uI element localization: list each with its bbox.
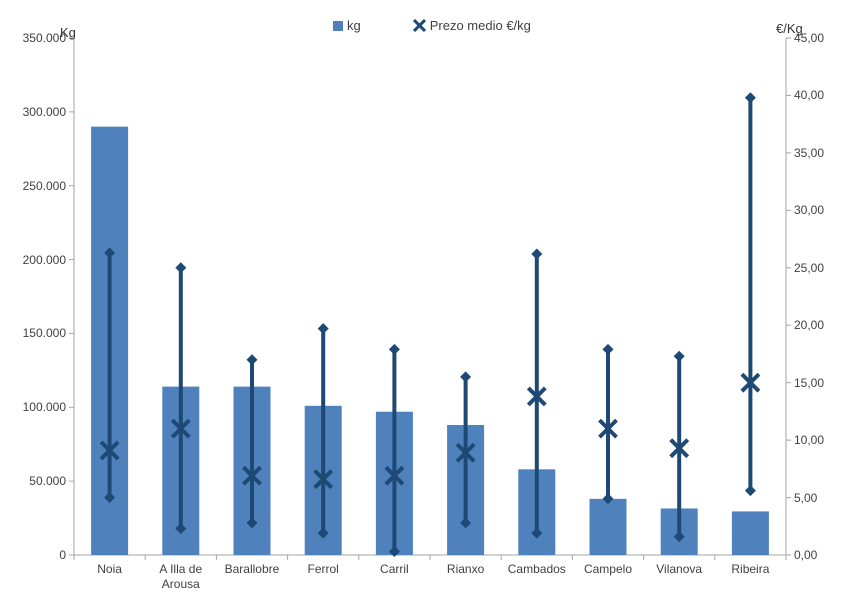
high-diamond-marker [246,354,258,366]
low-diamond-marker [602,493,614,505]
avg-x-marker [170,418,191,439]
high-diamond-marker [175,262,187,274]
low-diamond-marker [531,527,543,539]
low-diamond-marker [388,546,400,558]
x-marker-icon [412,19,426,32]
low-diamond-marker [317,527,329,539]
right-axis-title: €/Kg [776,21,803,36]
y-left-tick-label: 150.000 [22,326,66,341]
avg-x-marker [598,418,618,439]
x-category-label: Ribeira [731,562,770,576]
y-right-tick-label: 5,00 [794,490,818,505]
kg-bar [589,498,627,555]
high-diamond-marker [317,323,329,335]
y-right-tick-label: 45,00 [794,31,825,45]
y-left-tick-label: 350.000 [22,31,66,45]
legend-label-kg: kg [347,18,361,33]
y-left-tick-label: 100.000 [22,400,66,415]
x-category-label: Cambados [507,562,566,576]
low-diamond-marker [673,531,685,543]
x-category-label: Barallobre [224,562,280,576]
y-right-tick-label: 15,00 [794,375,825,390]
high-diamond-marker [460,371,472,383]
y-right-tick-label: 20,00 [794,318,825,333]
avg-x-marker [740,372,761,393]
legend-label-prezo-medio: Prezo medio €/kg [429,18,531,33]
avg-x-marker [242,465,262,486]
x-category-label: Noia [97,562,122,576]
y-left-tick-label: 200.000 [22,252,66,267]
avg-x-marker [99,440,120,461]
high-diamond-marker [744,92,756,104]
left-axis-title: Kg [60,25,76,40]
x-category-label: Vilanova [656,562,703,576]
avg-x-marker [455,442,476,463]
low-diamond-marker [104,492,116,504]
x-category-label: A Illa de Arousa [159,562,203,591]
x-category-label: Rianxo [446,562,485,576]
avg-x-marker [669,438,690,459]
low-diamond-marker [460,517,472,529]
x-category-label: Ferrol [307,562,339,576]
avg-x-marker [313,469,334,490]
y-right-tick-label: 30,00 [794,203,825,218]
y-left-tick-label: 250.000 [22,178,66,193]
y-left-tick-label: 50.000 [29,474,66,489]
avg-x-marker [384,465,405,486]
y-left-tick-label: 300.000 [22,104,66,119]
low-diamond-marker [744,485,756,497]
y-left-tick-label: 0 [59,548,66,562]
legend-item-kg[interactable]: kg [333,18,361,33]
kg-series-swatch-icon [333,20,343,31]
high-diamond-marker [602,343,614,355]
high-diamond-marker [673,350,685,362]
y-right-tick-label: 40,00 [794,88,825,103]
legend-item-prezo-medio[interactable]: Prezo medio €/kg [412,18,531,33]
low-diamond-marker [175,523,187,535]
low-diamond-marker [246,517,258,529]
y-right-tick-label: 0,00 [794,548,818,562]
y-right-tick-label: 25,00 [794,260,825,275]
y-right-tick-label: 10,00 [794,433,825,448]
x-category-label: Carril [380,562,409,576]
high-diamond-marker [388,343,400,355]
kg-bar [731,511,769,555]
y-right-tick-label: 35,00 [794,145,825,160]
legend: kg Prezo medio €/kg [333,18,531,33]
high-diamond-marker [104,247,116,259]
high-diamond-marker [531,248,543,260]
x-category-label: Campelo [583,562,632,576]
avg-x-marker [526,386,547,407]
